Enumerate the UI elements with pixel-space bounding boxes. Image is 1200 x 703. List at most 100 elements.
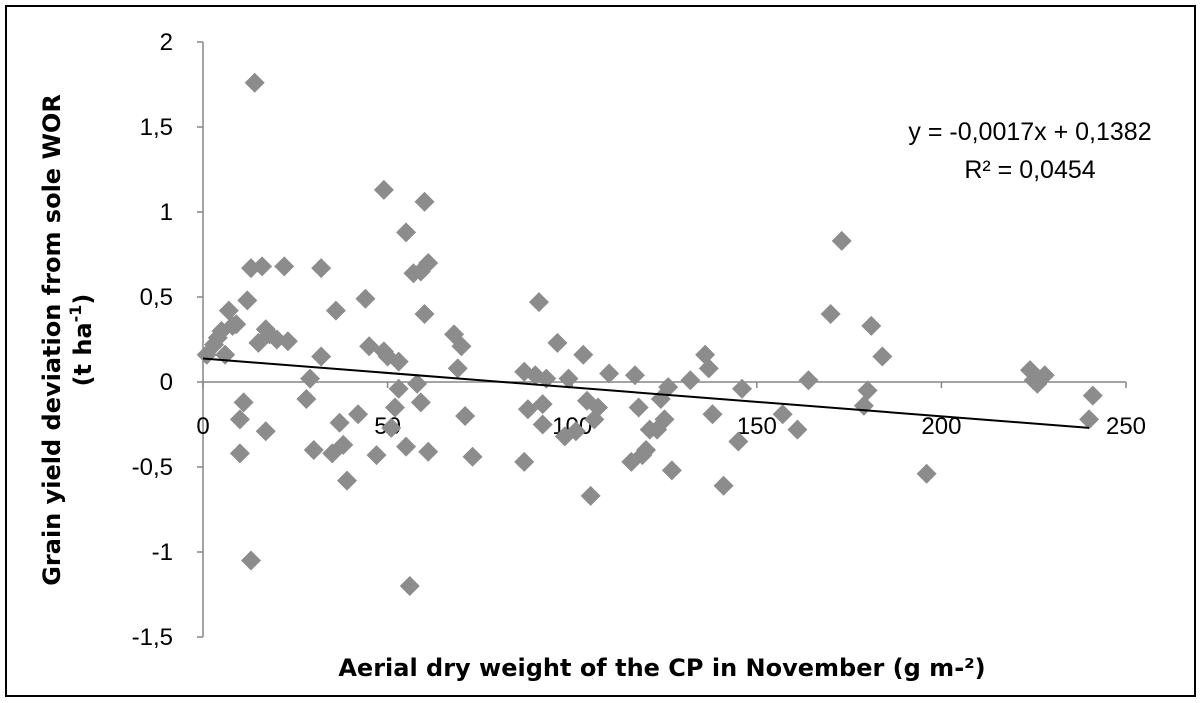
- data-points: [196, 72, 1103, 596]
- trendline: [202, 357, 1090, 429]
- data-point: [325, 300, 346, 321]
- data-point: [277, 331, 298, 352]
- y-tick-label: -1,5: [132, 624, 173, 651]
- data-point: [658, 377, 679, 398]
- y-axis-title-line1: Grain yield deviation from sole WOR: [38, 94, 66, 586]
- data-point: [329, 412, 350, 433]
- y-tick-label: 0,5: [140, 284, 173, 311]
- data-point: [410, 392, 431, 413]
- data-point: [628, 397, 649, 418]
- data-point: [355, 288, 376, 309]
- data-point: [418, 441, 439, 462]
- data-point: [1034, 365, 1055, 386]
- data-point: [732, 378, 753, 399]
- data-point: [333, 434, 354, 455]
- data-point: [388, 351, 409, 372]
- data-point: [414, 304, 435, 324]
- data-point: [462, 446, 483, 467]
- data-point: [311, 258, 332, 279]
- y-axis-unit: (t ha: [69, 322, 97, 386]
- data-point: [728, 431, 749, 452]
- data-point: [514, 451, 535, 472]
- x-axis-title: Aerial dry weight of the CP in November …: [338, 654, 985, 682]
- data-point: [532, 394, 553, 415]
- data-point: [388, 378, 409, 399]
- data-point: [820, 304, 841, 324]
- data-point: [1079, 409, 1100, 430]
- data-point: [348, 404, 369, 425]
- data-point: [532, 414, 553, 435]
- data-point: [296, 389, 317, 409]
- data-point: [311, 346, 332, 367]
- data-point: [418, 253, 439, 273]
- data-point: [229, 443, 250, 464]
- data-point: [233, 392, 254, 413]
- data-point: [528, 292, 549, 313]
- data-point: [274, 256, 295, 277]
- r-squared-label: R² = 0,0454: [964, 156, 1095, 184]
- x-tick-label: 0: [196, 413, 209, 440]
- y-axis-title-line2: (t ha-1): [66, 294, 97, 387]
- data-point: [237, 290, 258, 311]
- data-point: [384, 397, 405, 418]
- data-point: [300, 368, 321, 389]
- data-point: [336, 470, 357, 491]
- data-point: [573, 344, 594, 365]
- data-point: [303, 440, 324, 460]
- data-point: [381, 417, 402, 438]
- data-point: [872, 346, 893, 367]
- data-point: [916, 463, 937, 484]
- data-point: [713, 475, 734, 496]
- data-point: [547, 332, 568, 353]
- data-point: [558, 368, 579, 389]
- data-point: [244, 72, 265, 93]
- data-point: [451, 336, 472, 357]
- y-axis-unit-close: ): [69, 294, 97, 305]
- data-point: [447, 358, 468, 379]
- data-point: [654, 409, 675, 430]
- data-point: [226, 314, 247, 335]
- y-axis-unit-superscript: -1: [66, 305, 85, 323]
- data-point: [366, 445, 387, 466]
- data-point: [580, 485, 601, 506]
- data-point: [702, 404, 723, 425]
- data-point: [240, 550, 261, 571]
- data-point: [624, 365, 645, 386]
- data-point: [536, 368, 557, 389]
- y-tick-label: 0: [160, 369, 173, 396]
- trendline-group: [202, 357, 1090, 429]
- y-tick-label: 1,5: [140, 114, 173, 141]
- data-point: [1082, 385, 1103, 406]
- y-tick-label: 1: [160, 199, 173, 226]
- y-tick-label: -0,5: [132, 454, 173, 481]
- data-point: [787, 419, 808, 440]
- y-axis-title: Grain yield deviation from sole WOR (t h…: [38, 94, 97, 586]
- data-point: [396, 436, 417, 457]
- y-tick-label: 2: [160, 29, 173, 56]
- data-point: [252, 256, 273, 277]
- trendline-equation: y = -0,0017x + 0,1382: [908, 118, 1151, 146]
- y-tick-label: -1: [152, 539, 173, 566]
- data-point: [599, 363, 620, 384]
- data-point: [455, 406, 476, 426]
- data-point: [396, 222, 417, 243]
- data-point: [857, 380, 878, 401]
- data-point: [680, 370, 701, 391]
- data-point: [218, 300, 239, 321]
- data-point: [861, 315, 882, 336]
- data-point: [229, 409, 250, 430]
- data-point: [373, 179, 394, 200]
- data-point: [588, 397, 609, 418]
- data-point: [772, 404, 793, 425]
- data-point: [798, 370, 819, 391]
- data-point: [831, 230, 852, 251]
- tick-labels: -1,5-1-0,500,511,52050100150200250: [132, 29, 1146, 651]
- data-point: [661, 460, 682, 481]
- data-point: [399, 576, 420, 596]
- data-point: [853, 395, 874, 416]
- data-point: [636, 440, 657, 460]
- data-point: [565, 421, 586, 442]
- x-tick-label: 150: [737, 413, 777, 440]
- data-point: [407, 373, 428, 394]
